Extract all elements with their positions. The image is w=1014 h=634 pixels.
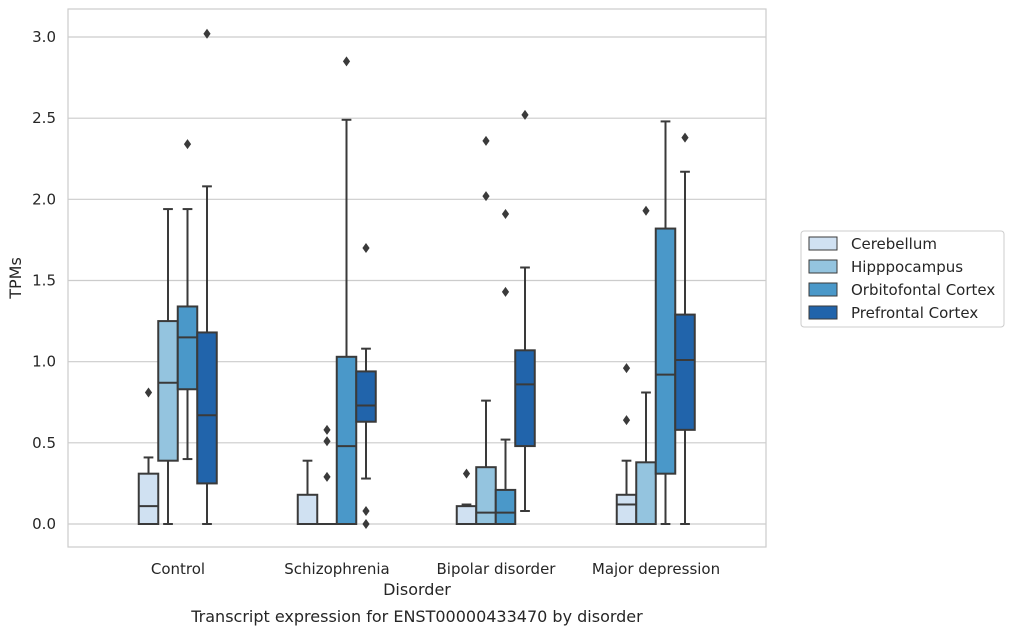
box [355,370,377,423]
y-tick-label: 3.0 [32,28,56,46]
x-tick-label: Schizophrenia [284,560,389,578]
legend-swatch [808,305,838,320]
plot-frame [67,8,767,548]
box-group [196,28,218,525]
y-axis-title: TPMs [6,257,25,300]
box-group [674,132,696,525]
legend-swatch [808,282,838,297]
outlier-point [203,28,211,39]
box [475,466,497,525]
outlier-point [323,424,331,435]
box [514,349,536,448]
box-group [335,56,358,525]
y-tick-label: 1.0 [32,353,56,371]
box-group [494,208,517,526]
outlier-point [482,135,490,146]
box-group [475,135,497,525]
box-marks [137,28,696,529]
outlier-point [362,506,370,517]
box [335,355,358,525]
legend-swatch [808,236,838,251]
chart-caption: Transcript expression for ENST0000043347… [190,607,643,626]
x-axis-title: Disorder [383,580,451,599]
legend-swatch [808,259,838,274]
outlier-point [144,387,153,398]
x-tick-label: Bipolar disorder [437,560,557,578]
x-tick-label: Control [151,560,205,578]
box-group [137,387,160,525]
y-tick-label: 2.0 [32,190,56,208]
box [176,305,199,391]
box-group [296,459,319,525]
outlier-point [501,286,510,297]
legend-label: Cerebellum [851,235,937,253]
y-tick-label: 0.5 [32,434,56,452]
outlier-point [642,205,650,216]
box-group [514,109,536,513]
outlier-point [362,519,370,529]
box [654,227,677,475]
outlier-point [681,132,689,143]
box [137,472,160,525]
outlier-point [521,109,529,120]
outlier-point [342,56,351,67]
outlier-point [622,415,631,426]
box [615,493,638,525]
box-group [355,243,377,529]
box-group [455,468,478,526]
box-group [635,205,657,525]
y-tick-label: 1.5 [32,272,56,290]
box [635,461,657,525]
legend-label: Prefrontal Cortex [851,304,978,322]
outlier-point [323,436,331,447]
outlier-point [482,191,490,202]
plot-area [68,9,766,547]
box [674,313,696,431]
x-tick-labels: Control Schizophrenia Bipolar disorder Majo… [151,560,720,578]
box [196,331,218,485]
outlier-point [622,363,631,374]
y-tick-label: 2.5 [32,109,56,127]
outlier-point [362,243,370,254]
box [455,505,478,526]
box [494,488,517,526]
box [157,320,179,462]
box-group [316,424,338,526]
legend: Cerebellum Hipppocampus Orbitofontal Corte… [800,230,1005,328]
legend-label: Hipppocampus [851,258,963,276]
legend-label: Orbitofontal Cortex [851,281,995,299]
outlier-point [501,208,510,219]
y-tick-label: 0.0 [32,515,56,533]
box-group [615,363,638,525]
legend-frame [800,230,1005,328]
x-tick-label: Major depression [592,560,720,578]
box [296,493,319,525]
y-tick-labels: 0.0 0.5 1.0 1.5 2.0 2.5 3.0 [32,28,56,533]
outlier-point [183,139,192,150]
box-group [157,208,179,525]
outlier-point [462,468,471,479]
outlier-point [323,471,331,482]
